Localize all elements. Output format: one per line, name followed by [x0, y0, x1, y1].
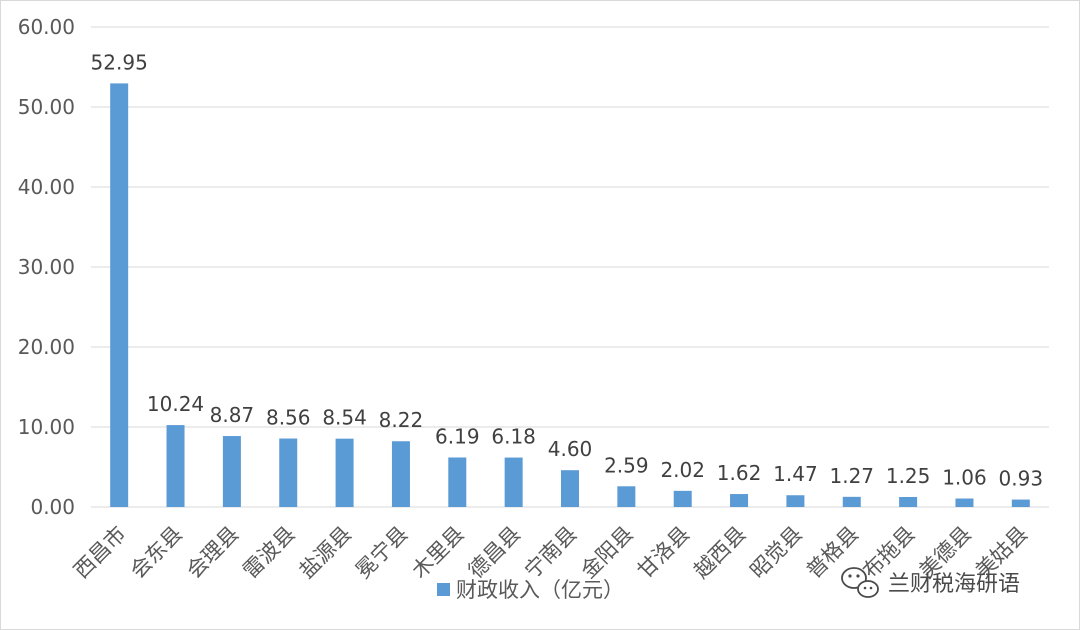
data-label: 0.93	[999, 467, 1044, 491]
gridlines	[91, 26, 1049, 508]
legend-label: 财政收入（亿元）	[456, 578, 624, 602]
x-category-label: 木里县	[407, 522, 469, 584]
watermark: 兰财税海研语	[841, 567, 1020, 598]
x-category-label: 普格县	[802, 522, 864, 584]
bar-8	[504, 457, 523, 507]
data-labels: 52.95 10.24 8.87 8.56 8.54 8.22 6.19 6.18 4.60 2.…	[91, 50, 1044, 490]
data-label: 8.54	[322, 406, 367, 430]
bar-1	[110, 83, 129, 508]
data-label: 10.24	[147, 392, 204, 416]
x-category-label: 德昌县	[464, 522, 526, 584]
data-label: 2.59	[604, 453, 649, 477]
x-category-label: 雷波县	[238, 522, 300, 584]
bar-4	[279, 438, 298, 507]
y-tick-label: 40.00	[18, 175, 75, 199]
bar-7	[448, 457, 467, 507]
bar-11	[673, 490, 692, 507]
legend-swatch	[437, 583, 450, 596]
y-tick-label: 10.00	[18, 415, 75, 439]
data-label: 1.47	[773, 462, 818, 486]
data-label: 8.87	[210, 403, 255, 427]
x-category-label: 西昌市	[69, 522, 131, 584]
y-tick-label: 20.00	[18, 335, 75, 359]
bar-5	[335, 438, 354, 507]
y-tick-label: 60.00	[18, 15, 75, 39]
bar-16	[955, 498, 974, 507]
data-label: 6.19	[435, 424, 480, 448]
bar-3	[222, 436, 241, 507]
data-label: 1.06	[942, 466, 987, 490]
bar-12	[730, 494, 749, 507]
watermark-text: 兰财税海研语	[888, 572, 1020, 597]
data-label: 4.60	[548, 437, 593, 461]
x-category-label: 宁南县	[520, 522, 582, 584]
y-axis-ticks: 0.00 10.00 20.00 30.00 40.00 50.00 60.00	[18, 15, 75, 519]
data-label: 1.25	[886, 464, 931, 488]
bar-13	[786, 495, 805, 507]
wechat-icon	[841, 567, 879, 598]
x-category-label: 金阳县	[576, 522, 638, 584]
x-category-label: 会东县	[126, 522, 188, 584]
bar-9	[561, 470, 579, 507]
bar-14	[842, 496, 861, 507]
bars	[110, 83, 1030, 508]
data-label: 52.95	[91, 50, 148, 74]
x-category-label: 越西县	[689, 522, 751, 584]
y-tick-label: 30.00	[18, 255, 75, 279]
y-tick-label: 50.00	[18, 95, 75, 119]
x-category-label: 会理县	[182, 522, 244, 584]
data-label: 1.27	[829, 464, 874, 488]
data-label: 2.02	[660, 458, 705, 482]
x-category-label: 冕宁县	[351, 522, 413, 584]
bar-17	[1011, 499, 1030, 507]
x-category-label: 盐源县	[295, 522, 357, 584]
bar-15	[899, 497, 918, 507]
x-category-label: 甘洛县	[633, 522, 695, 584]
bar-2	[166, 425, 185, 507]
legend: 财政收入（亿元）	[437, 578, 624, 602]
data-label: 6.18	[491, 425, 536, 449]
y-tick-label: 0.00	[30, 495, 75, 519]
bar-10	[617, 486, 636, 507]
x-category-label: 昭觉县	[745, 522, 807, 584]
data-label: 1.62	[717, 461, 762, 485]
data-label: 8.22	[379, 408, 424, 432]
data-label: 8.56	[266, 406, 311, 430]
bar-6	[391, 441, 410, 507]
